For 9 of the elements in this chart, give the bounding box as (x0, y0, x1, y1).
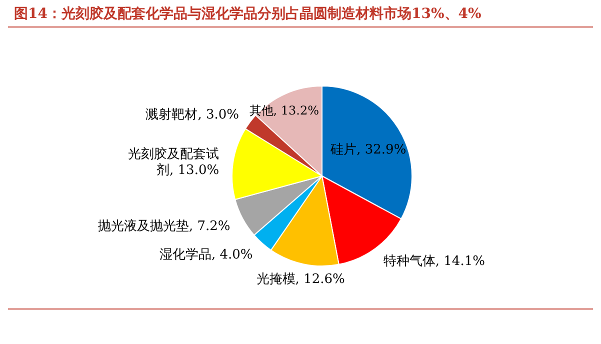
slice-label: 湿化学品, 4.0% (159, 248, 253, 263)
slice-label: 特种气体, 14.1% (383, 254, 485, 269)
slice-label: 抛光液及抛光垫, 7.2% (98, 218, 230, 234)
chart-title: 图14：光刻胶及配套化学品与湿化学品分别占晶圆制造材料市场13%、4% (14, 5, 482, 22)
slice-label: 其他, 13.2% (249, 103, 319, 118)
slice-label: 光掩模, 12.6% (256, 272, 345, 287)
slice-label: 硅片, 32.9% (330, 142, 406, 158)
slice-label: 溅射靶材, 3.0% (146, 107, 240, 122)
slice-label: 光刻胶及配套试剂, 13.0% (128, 147, 220, 178)
